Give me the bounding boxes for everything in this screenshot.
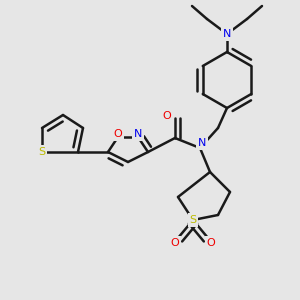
Text: O: O <box>114 129 122 139</box>
Text: S: S <box>189 215 197 225</box>
Text: N: N <box>223 29 231 39</box>
Text: N: N <box>198 138 206 148</box>
Text: O: O <box>171 238 179 248</box>
Text: O: O <box>207 238 215 248</box>
Text: N: N <box>134 129 142 139</box>
Text: S: S <box>38 147 46 157</box>
Text: O: O <box>163 111 171 121</box>
